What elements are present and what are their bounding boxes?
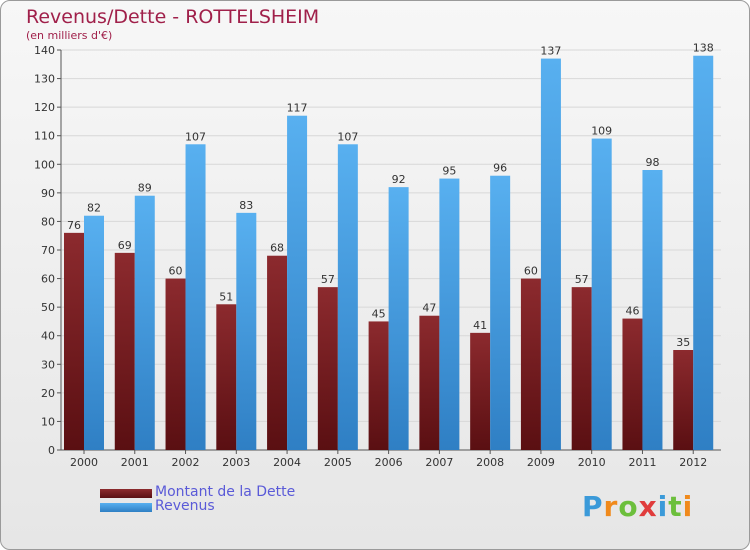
data-label-dette: 60: [169, 265, 183, 278]
data-label-revenus: 109: [591, 125, 612, 138]
y-tick-label: 60: [41, 273, 55, 286]
x-tick-label: 2003: [222, 456, 250, 469]
logo-letter: o: [618, 490, 639, 523]
chart-title: Revenus/Dette - ROTTELSHEIM: [26, 6, 320, 28]
data-label-dette: 51: [219, 290, 233, 303]
data-label-revenus: 107: [185, 130, 206, 143]
bar-revenus: [84, 215, 104, 450]
x-tick-label: 2001: [121, 456, 149, 469]
proxiti-logo: Proxiti: [582, 490, 693, 523]
y-tick-label: 110: [34, 130, 55, 143]
data-label-revenus: 107: [337, 130, 358, 143]
bar-dette: [368, 321, 389, 450]
bar-revenus: [540, 58, 561, 450]
bar-revenus: [185, 144, 206, 451]
bar-dette: [216, 304, 237, 450]
x-tick-label: 2011: [628, 456, 656, 469]
x-tick-label: 2007: [425, 456, 453, 469]
logo-letter: t: [668, 490, 683, 523]
bar-revenus: [591, 138, 612, 451]
bar-dette: [419, 315, 440, 450]
y-tick-label: 100: [34, 158, 55, 171]
data-label-revenus: 117: [287, 102, 308, 115]
bar-dette: [64, 232, 84, 450]
x-tick-label: 2009: [527, 456, 555, 469]
y-tick-label: 0: [48, 444, 55, 457]
data-label-dette: 68: [270, 242, 284, 255]
bar-revenus: [439, 178, 460, 451]
y-tick-label: 10: [41, 415, 55, 428]
legend-label-dette: Montant de la Dette: [155, 484, 296, 500]
y-tick-label: 40: [41, 330, 55, 343]
x-tick-label: 2012: [679, 456, 707, 469]
bar-dette: [673, 350, 694, 450]
bar-dette: [520, 278, 541, 450]
data-label-revenus: 89: [138, 182, 152, 195]
data-label-revenus: 82: [87, 202, 101, 215]
data-label-revenus: 98: [645, 156, 659, 169]
data-label-dette: 57: [321, 273, 335, 286]
y-tick-label: 140: [34, 44, 55, 57]
logo-letter: i: [657, 490, 669, 523]
data-label-revenus: 137: [540, 45, 561, 58]
x-tick-label: 2002: [172, 456, 200, 469]
chart-subtitle: (en milliers d'€): [26, 29, 113, 42]
data-label-dette: 60: [524, 265, 538, 278]
bar-dette: [317, 287, 338, 450]
bar-revenus: [642, 170, 663, 450]
bar-dette: [165, 278, 186, 450]
data-label-dette: 47: [422, 302, 436, 315]
y-tick-label: 90: [41, 187, 55, 200]
x-tick-label: 2000: [70, 456, 98, 469]
data-label-revenus: 95: [442, 165, 456, 178]
y-tick-label: 70: [41, 244, 55, 257]
data-label-revenus: 96: [493, 162, 507, 175]
x-tick-label: 2005: [324, 456, 352, 469]
bar-dette: [267, 255, 288, 450]
bar-revenus: [236, 212, 257, 450]
logo-letter: P: [582, 490, 604, 523]
logo-letter: x: [638, 490, 658, 523]
legend-swatch-revenus: [100, 503, 152, 512]
bar-revenus: [134, 195, 155, 450]
data-label-revenus: 92: [392, 173, 406, 186]
x-tick-label: 2004: [273, 456, 301, 469]
data-label-dette: 46: [625, 305, 639, 318]
x-tick-label: 2010: [578, 456, 606, 469]
logo-letter: i: [682, 490, 694, 523]
data-label-dette: 41: [473, 319, 487, 332]
data-label-revenus: 83: [239, 199, 253, 212]
bar-revenus: [388, 187, 409, 450]
logo-letter: r: [603, 490, 619, 523]
data-label-dette: 45: [372, 307, 386, 320]
data-label-dette: 69: [118, 239, 132, 252]
y-tick-label: 80: [41, 215, 55, 228]
bar-dette: [114, 252, 135, 450]
x-tick-label: 2006: [375, 456, 403, 469]
bar-revenus: [287, 115, 308, 450]
y-tick-label: 120: [34, 101, 55, 114]
legend-label-revenus: Revenus: [155, 498, 215, 514]
bar-revenus: [490, 175, 511, 450]
data-label-dette: 35: [676, 336, 690, 349]
bar-revenus: [337, 144, 358, 451]
data-label-dette: 76: [67, 219, 81, 232]
bar-dette: [571, 287, 592, 450]
legend-swatch-dette: [100, 489, 152, 498]
bar-dette: [622, 318, 643, 450]
y-tick-label: 30: [41, 358, 55, 371]
y-tick-label: 20: [41, 387, 55, 400]
x-tick-label: 2008: [476, 456, 504, 469]
data-label-dette: 57: [575, 273, 589, 286]
bar-dette: [470, 332, 491, 450]
y-tick-label: 130: [34, 73, 55, 86]
bar-revenus: [693, 55, 714, 450]
y-tick-label: 50: [41, 301, 55, 314]
data-label-revenus: 138: [693, 42, 714, 55]
